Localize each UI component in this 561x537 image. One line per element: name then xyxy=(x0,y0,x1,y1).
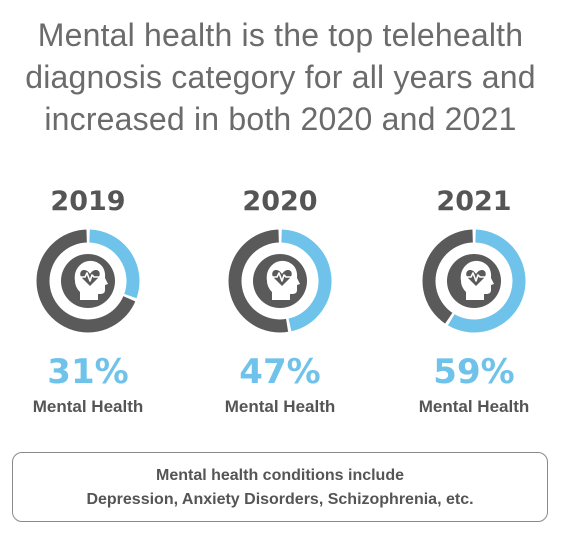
heart-shape xyxy=(466,270,486,286)
donut-svg xyxy=(422,229,526,333)
heart-shape xyxy=(272,270,292,286)
headline-line-1: Mental health is the top telehealth xyxy=(37,17,524,53)
category-label: Mental Health xyxy=(418,397,530,416)
headline: Mental health is the top telehealth diag… xyxy=(0,14,561,140)
donut-chart xyxy=(35,228,141,334)
category-label: Mental Health xyxy=(32,397,144,416)
heartbeat-line xyxy=(272,272,292,282)
year-label: 2019 xyxy=(50,186,126,217)
heart-shape xyxy=(80,270,100,286)
percent-label: 31% xyxy=(47,352,129,392)
donut-svg xyxy=(36,229,140,333)
panel-2021: 2021 59% Mental Health xyxy=(389,186,559,418)
note-line-2: Depression, Anxiety Disorders, Schizophr… xyxy=(86,491,474,508)
percent-label: 59% xyxy=(433,352,515,392)
percent-label: 47% xyxy=(239,352,321,392)
year-label: 2021 xyxy=(436,186,512,217)
head-heartbeat-icon xyxy=(61,254,115,308)
category-label: Mental Health xyxy=(224,397,336,416)
heartbeat-line xyxy=(80,272,100,282)
panel-2020: 2020 47% Mental Health xyxy=(195,186,365,418)
donut-svg xyxy=(228,229,332,333)
head-heartbeat-icon xyxy=(447,254,501,308)
donut-slice xyxy=(447,229,526,333)
donut-panels: 2019 31% Mental Health 2020 47% Mental H… xyxy=(0,186,561,436)
panel-2019: 2019 31% Mental Health xyxy=(3,186,173,418)
donut-slice xyxy=(281,229,332,332)
year-label: 2020 xyxy=(242,186,318,217)
donut-chart xyxy=(421,228,527,334)
heartbeat-line xyxy=(466,272,486,282)
donut-chart xyxy=(227,228,333,334)
headline-line-3: increased in both 2020 and 2021 xyxy=(44,101,517,137)
donut-slice xyxy=(89,229,140,299)
note-box: Mental health conditions include Depress… xyxy=(12,452,548,522)
note-line-1: Mental health conditions include xyxy=(155,467,404,484)
headline-line-2: diagnosis category for all years and xyxy=(25,59,536,95)
head-heartbeat-icon xyxy=(253,254,307,308)
